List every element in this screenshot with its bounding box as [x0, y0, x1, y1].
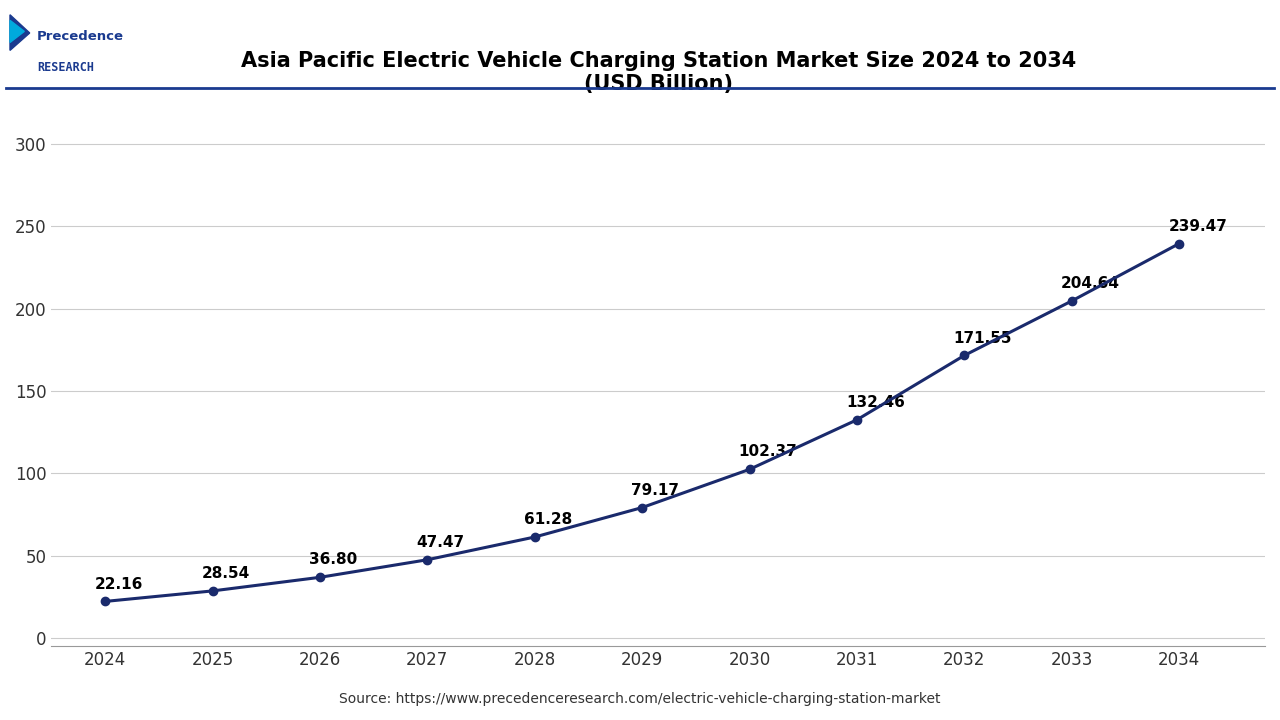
Text: 102.37: 102.37: [739, 444, 797, 459]
Text: 28.54: 28.54: [202, 566, 250, 581]
Text: 171.55: 171.55: [954, 330, 1012, 346]
Text: 36.80: 36.80: [310, 552, 357, 567]
Polygon shape: [10, 20, 24, 42]
Text: 61.28: 61.28: [524, 512, 572, 527]
Text: Source: https://www.precedenceresearch.com/electric-vehicle-charging-station-mar: Source: https://www.precedenceresearch.c…: [339, 692, 941, 706]
Text: 239.47: 239.47: [1169, 219, 1228, 234]
Text: Precedence: Precedence: [37, 30, 124, 42]
Text: 22.16: 22.16: [95, 577, 143, 592]
Text: RESEARCH: RESEARCH: [37, 61, 93, 74]
Polygon shape: [10, 14, 29, 50]
Text: 47.47: 47.47: [416, 535, 465, 550]
Text: 79.17: 79.17: [631, 482, 680, 498]
Text: 204.64: 204.64: [1061, 276, 1120, 291]
Title: Asia Pacific Electric Vehicle Charging Station Market Size 2024 to 2034
(USD Bil: Asia Pacific Electric Vehicle Charging S…: [241, 51, 1076, 94]
Text: 132.46: 132.46: [846, 395, 905, 410]
